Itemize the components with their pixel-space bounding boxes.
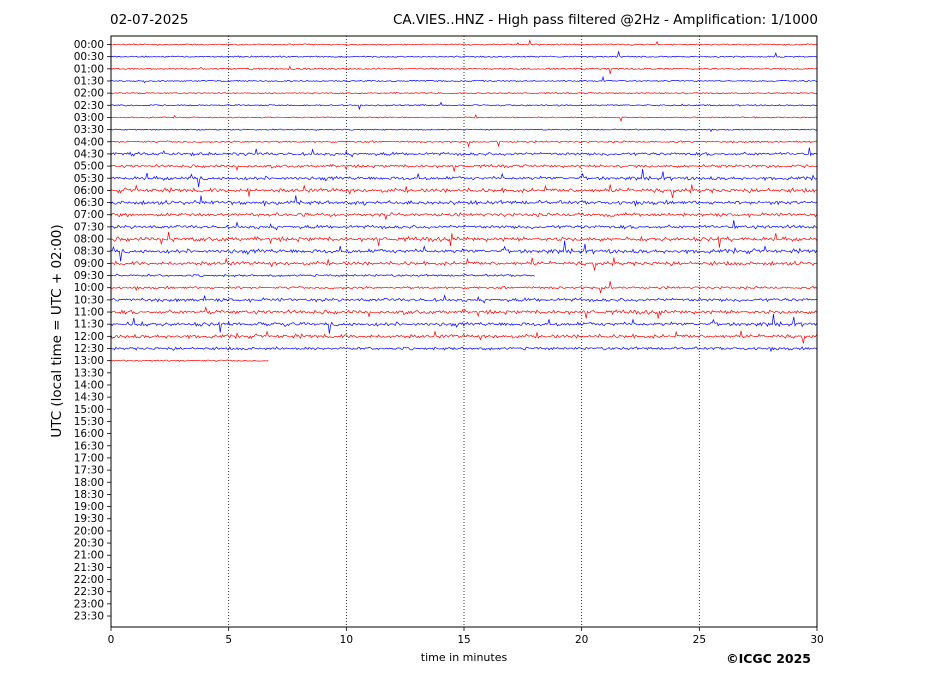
seismic-trace: [110, 330, 817, 344]
y-tick-label: 02:30: [74, 100, 104, 112]
date-label: 02-07-2025: [110, 12, 189, 28]
seismic-trace: [110, 168, 817, 188]
seismic-trace: [110, 306, 817, 319]
y-tick-label: 13:00: [74, 355, 104, 367]
y-tick-label: 19:30: [74, 513, 104, 525]
seismic-trace: [110, 92, 817, 95]
y-tick-label: 13:30: [74, 367, 104, 379]
y-tick-label: 10:30: [74, 294, 104, 306]
y-tick-label: 21:30: [74, 562, 104, 574]
y-tick-label: 07:30: [74, 221, 104, 233]
x-tick-label: 10: [340, 634, 353, 646]
seismic-trace: [110, 128, 817, 133]
y-tick-label: 21:00: [74, 550, 104, 562]
y-tick-label: 03:00: [74, 112, 104, 124]
seismic-trace: [110, 240, 817, 262]
y-tick-label: 09:00: [74, 258, 104, 270]
y-tick-label: 05:00: [74, 161, 104, 173]
y-tick-label: 18:00: [74, 477, 104, 489]
y-tick-label: 09:30: [74, 270, 104, 282]
seismic-trace: [110, 281, 817, 294]
y-tick-label: 16:30: [74, 440, 104, 452]
seismic-trace: [110, 140, 817, 148]
plot-frame: [110, 35, 818, 628]
seismic-trace: [110, 346, 817, 353]
y-tick-label: 16:00: [74, 428, 104, 440]
y-tick-label: 08:30: [74, 246, 104, 258]
seismic-trace: [110, 195, 817, 208]
y-tick-label: 15:30: [74, 416, 104, 428]
y-tick-label: 15:00: [74, 404, 104, 416]
seismic-trace: [110, 75, 817, 84]
y-tick-label: 20:30: [74, 538, 104, 550]
seismic-trace: [110, 212, 817, 220]
y-tick-label: 05:30: [74, 173, 104, 185]
x-tick-label: 30: [810, 634, 823, 646]
y-tick-label: 23:00: [74, 598, 104, 610]
y-tick-label: 12:30: [74, 343, 104, 355]
seismic-trace: [110, 114, 817, 123]
x-tick-label: 0: [108, 634, 115, 646]
y-tick-label: 10:00: [74, 282, 104, 294]
seismic-trace: [110, 101, 817, 111]
y-tick-label: 06:00: [74, 185, 104, 197]
x-tick-label: 5: [225, 634, 232, 646]
y-tick-label: 01:00: [74, 63, 104, 75]
y-tick-label: 20:00: [74, 525, 104, 537]
chart-title: CA.VIES..HNZ - High pass filtered @2Hz -…: [393, 12, 818, 28]
copyright: ©ICGC 2025: [726, 651, 811, 666]
y-tick-label: 04:30: [74, 148, 104, 160]
y-tick-label: 14:30: [74, 392, 104, 404]
seismic-trace: [110, 257, 817, 271]
x-axis-label: time in minutes: [420, 651, 508, 664]
x-tick-label: 25: [693, 634, 706, 646]
y-tick-label: 17:30: [74, 465, 104, 477]
x-tick-label: 20: [575, 634, 588, 646]
y-tick-label: 02:00: [74, 88, 104, 100]
y-tick-label: 04:00: [74, 136, 104, 148]
y-tick-label: 01:30: [74, 75, 104, 87]
seismic-trace: [110, 39, 817, 46]
seismic-trace: [110, 163, 817, 172]
seismic-trace: [110, 50, 817, 58]
seismic-trace: [110, 184, 817, 198]
y-tick-label: 00:30: [74, 51, 104, 63]
x-tick-label: 15: [457, 634, 470, 646]
y-tick-label: 19:00: [74, 501, 104, 513]
y-tick-label: 00:00: [74, 39, 104, 51]
seismic-trace: [110, 273, 535, 278]
seismic-trace: [110, 147, 817, 158]
y-tick-label: 23:30: [74, 611, 104, 623]
seismic-trace: [110, 294, 817, 304]
seismic-trace: [111, 231, 817, 248]
y-tick-label: 08:00: [74, 234, 104, 246]
seismic-trace: [110, 220, 817, 231]
y-tick-label: 18:30: [74, 489, 104, 501]
y-tick-label: 17:00: [74, 452, 104, 464]
y-tick-label: 12:00: [74, 331, 104, 343]
y-tick-label: 11:00: [74, 307, 104, 319]
seismic-trace: [110, 65, 817, 74]
seismic-trace: [110, 359, 269, 362]
y-tick-label: 06:30: [74, 197, 104, 209]
y-tick-label: 11:30: [74, 319, 104, 331]
y-tick-label: 14:00: [74, 379, 104, 391]
y-tick-label: 03:30: [74, 124, 104, 136]
y-tick-label: 22:30: [74, 586, 104, 598]
seismic-trace: [110, 314, 817, 334]
y-tick-label: 07:00: [74, 209, 104, 221]
y-tick-label: 22:00: [74, 574, 104, 586]
